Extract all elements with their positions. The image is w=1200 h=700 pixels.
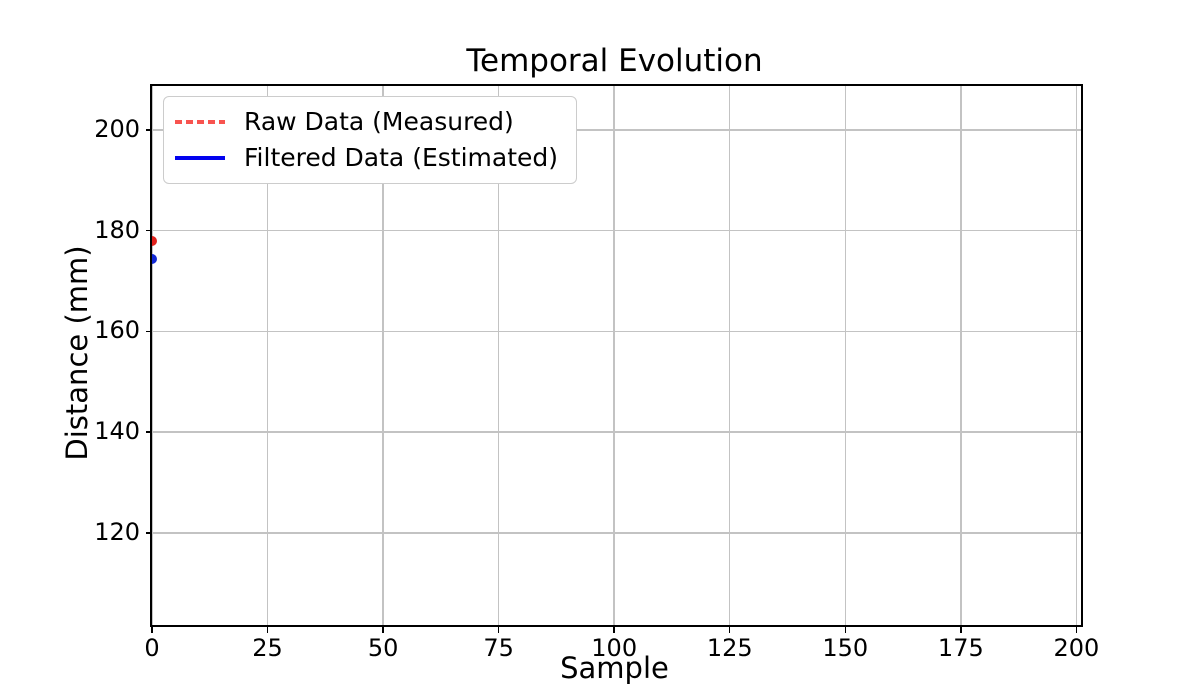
x-gridline	[960, 86, 962, 625]
x-tick-mark	[728, 627, 731, 633]
y-tick-label: 140	[94, 417, 140, 446]
legend-label: Filtered Data (Estimated)	[244, 143, 559, 173]
x-gridline	[382, 86, 384, 625]
y-axis-label: Distance (mm)	[60, 245, 95, 461]
y-gridline	[152, 129, 1081, 131]
x-tick-label: 100	[591, 634, 638, 662]
y-gridline	[152, 229, 1081, 232]
y-tick-label: 200	[94, 114, 140, 143]
legend-item: Filtered Data (Estimated)	[175, 140, 558, 176]
chart-title: Temporal Evolution	[466, 43, 763, 79]
x-tick-label: 175	[937, 634, 984, 662]
x-gridline	[613, 86, 615, 625]
y-gridline	[152, 330, 1081, 333]
x-tick-mark	[497, 627, 500, 633]
legend-dashed-line-icon	[175, 120, 225, 124]
x-gridline	[1075, 86, 1078, 625]
y-tick-mark	[146, 532, 152, 534]
x-tick-mark	[613, 627, 615, 633]
y-tick-mark	[146, 229, 152, 232]
x-tick-label: 25	[252, 634, 283, 662]
legend-label: Raw Data (Measured)	[244, 107, 514, 137]
x-tick-label: 125	[706, 634, 753, 662]
legend-solid-line-icon	[175, 156, 225, 160]
x-tick-mark	[844, 627, 847, 633]
y-tick-label: 120	[94, 517, 140, 546]
x-tick-mark	[266, 627, 269, 633]
x-gridline	[728, 86, 731, 625]
x-tick-label: 200	[1053, 634, 1100, 662]
data-point-marker	[152, 235, 157, 246]
y-gridline	[152, 431, 1081, 433]
x-axis-label: Sample	[560, 651, 669, 685]
x-tick-label: 150	[822, 634, 869, 662]
legend-item: Raw Data (Measured)	[175, 104, 558, 140]
x-tick-label: 0	[144, 634, 160, 662]
x-tick-label: 75	[483, 634, 514, 662]
y-tick-label: 160	[94, 316, 140, 345]
data-point-marker	[152, 254, 157, 265]
x-tick-mark	[960, 627, 962, 633]
x-gridline	[844, 86, 847, 625]
x-gridline	[497, 86, 500, 625]
y-gridline	[152, 532, 1081, 534]
y-tick-label: 180	[94, 215, 140, 244]
x-tick-label: 50	[367, 634, 399, 662]
x-gridline	[152, 86, 153, 625]
legend: Raw Data (Measured) Filtered Data (Estima…	[163, 96, 578, 184]
y-tick-mark	[146, 330, 152, 333]
x-tick-mark	[1075, 627, 1078, 633]
x-tick-mark	[151, 627, 153, 633]
x-tick-mark	[382, 627, 384, 633]
y-tick-mark	[146, 431, 152, 433]
x-gridline	[266, 86, 269, 625]
y-tick-mark	[146, 129, 152, 131]
